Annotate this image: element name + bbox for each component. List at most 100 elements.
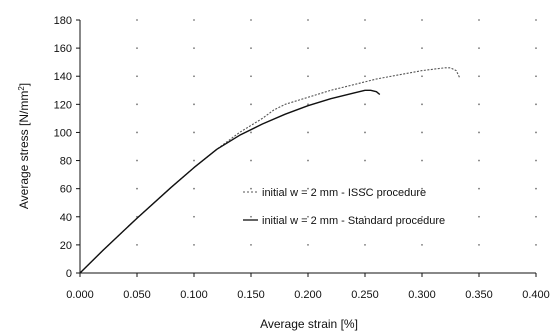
grid-dot <box>535 187 537 190</box>
grid-dot <box>364 47 366 50</box>
grid-dot <box>535 19 537 21</box>
grid-dot <box>535 159 537 162</box>
grid-dot <box>250 159 252 162</box>
legend-label-issc: initial w = 2 mm - ISSC procedure <box>262 187 426 199</box>
grid-dot <box>193 243 195 246</box>
x-tick-label: 0.400 <box>522 289 550 301</box>
grid-dot <box>364 19 366 21</box>
y-tick-label: 180 <box>54 15 72 27</box>
grid-dot <box>421 243 423 246</box>
grid-dot <box>307 159 309 162</box>
x-axis-title: Average strain [%] <box>260 317 358 331</box>
grid-dot <box>421 131 423 134</box>
grid-dot <box>193 103 195 106</box>
x-tick-label: 0.300 <box>408 289 436 301</box>
grid-dot <box>193 159 195 162</box>
y-tick-label: 120 <box>54 99 72 111</box>
legend: initial w = 2 mm - ISSC procedure initia… <box>243 187 445 227</box>
grid-dot <box>535 103 537 106</box>
grid-dot <box>250 47 252 50</box>
grid-dot <box>478 131 480 134</box>
x-tick-label: 0.100 <box>180 289 208 301</box>
grid-dot <box>307 215 309 218</box>
x-tick-label: 0.350 <box>465 289 493 301</box>
series-group <box>79 67 461 274</box>
grid-dot <box>136 75 138 78</box>
y-axis-title-sup: 2 <box>17 86 26 91</box>
grid-dot <box>535 75 537 78</box>
grid <box>136 19 537 246</box>
y-axis-title-suffix: ] <box>17 83 31 86</box>
grid-dot <box>535 215 537 218</box>
y-tick-label: 20 <box>60 240 72 252</box>
grid-dot <box>421 19 423 21</box>
grid-dot <box>478 215 480 218</box>
grid-dot <box>307 47 309 50</box>
y-tick-label: 100 <box>54 127 72 139</box>
grid-dot <box>535 47 537 50</box>
grid-dot <box>307 187 309 190</box>
grid-dot <box>136 243 138 246</box>
grid-dot <box>478 243 480 246</box>
grid-dot <box>136 47 138 50</box>
grid-dot <box>193 131 195 134</box>
y-tick-label: 40 <box>60 212 72 224</box>
axes <box>79 20 536 274</box>
grid-dot <box>250 103 252 106</box>
grid-dot <box>478 75 480 78</box>
grid-dot <box>193 187 195 190</box>
y-axis-title: Average stress [N/mm2] <box>17 83 32 209</box>
y-tick-label: 0 <box>66 268 72 280</box>
grid-dot <box>421 215 423 218</box>
grid-dot <box>193 75 195 78</box>
grid-dot <box>478 187 480 190</box>
grid-dot <box>250 215 252 218</box>
grid-dot <box>136 103 138 106</box>
grid-dot <box>136 159 138 162</box>
series-line-issc <box>79 67 461 274</box>
grid-dot <box>250 19 252 21</box>
x-tick-label: 0.150 <box>237 289 265 301</box>
grid-dot <box>193 215 195 218</box>
grid-dot <box>364 103 366 106</box>
grid-dot <box>364 131 366 134</box>
grid-dot <box>364 215 366 218</box>
x-tick-label: 0.000 <box>66 289 94 301</box>
grid-dot <box>136 19 138 21</box>
x-tick-label: 0.250 <box>351 289 379 301</box>
grid-dot <box>421 159 423 162</box>
series-line-standard <box>79 89 381 274</box>
grid-dot <box>307 103 309 106</box>
grid-dot <box>364 75 366 78</box>
grid-dot <box>478 159 480 162</box>
grid-dot <box>250 75 252 78</box>
grid-dot <box>421 47 423 50</box>
grid-dot <box>535 131 537 134</box>
grid-dot <box>250 131 252 134</box>
grid-dot <box>421 187 423 190</box>
grid-dot <box>307 243 309 246</box>
grid-dot <box>478 47 480 50</box>
x-tick-label: 0.050 <box>123 289 151 301</box>
grid-dot <box>364 159 366 162</box>
grid-dot <box>478 103 480 106</box>
y-axis-title-prefix: Average stress [N/mm <box>17 91 31 209</box>
grid-dot <box>364 243 366 246</box>
y-tick-label: 80 <box>60 156 72 168</box>
tick-labels: 0 20 40 60 80 100 120 140 160 180 0.000 0.050 0.100 0… <box>54 15 550 301</box>
grid-dot <box>250 187 252 190</box>
grid-dot <box>193 19 195 21</box>
grid-dot <box>136 187 138 190</box>
grid-dot <box>307 19 309 21</box>
grid-dot <box>136 131 138 134</box>
y-tick-label: 160 <box>54 43 72 55</box>
y-tick-label: 140 <box>54 71 72 83</box>
grid-dot <box>421 75 423 78</box>
x-tick-label: 0.200 <box>294 289 322 301</box>
y-tick-label: 60 <box>60 184 72 196</box>
grid-dot <box>307 75 309 78</box>
grid-dot <box>478 19 480 21</box>
grid-dot <box>193 47 195 50</box>
grid-dot <box>307 131 309 134</box>
